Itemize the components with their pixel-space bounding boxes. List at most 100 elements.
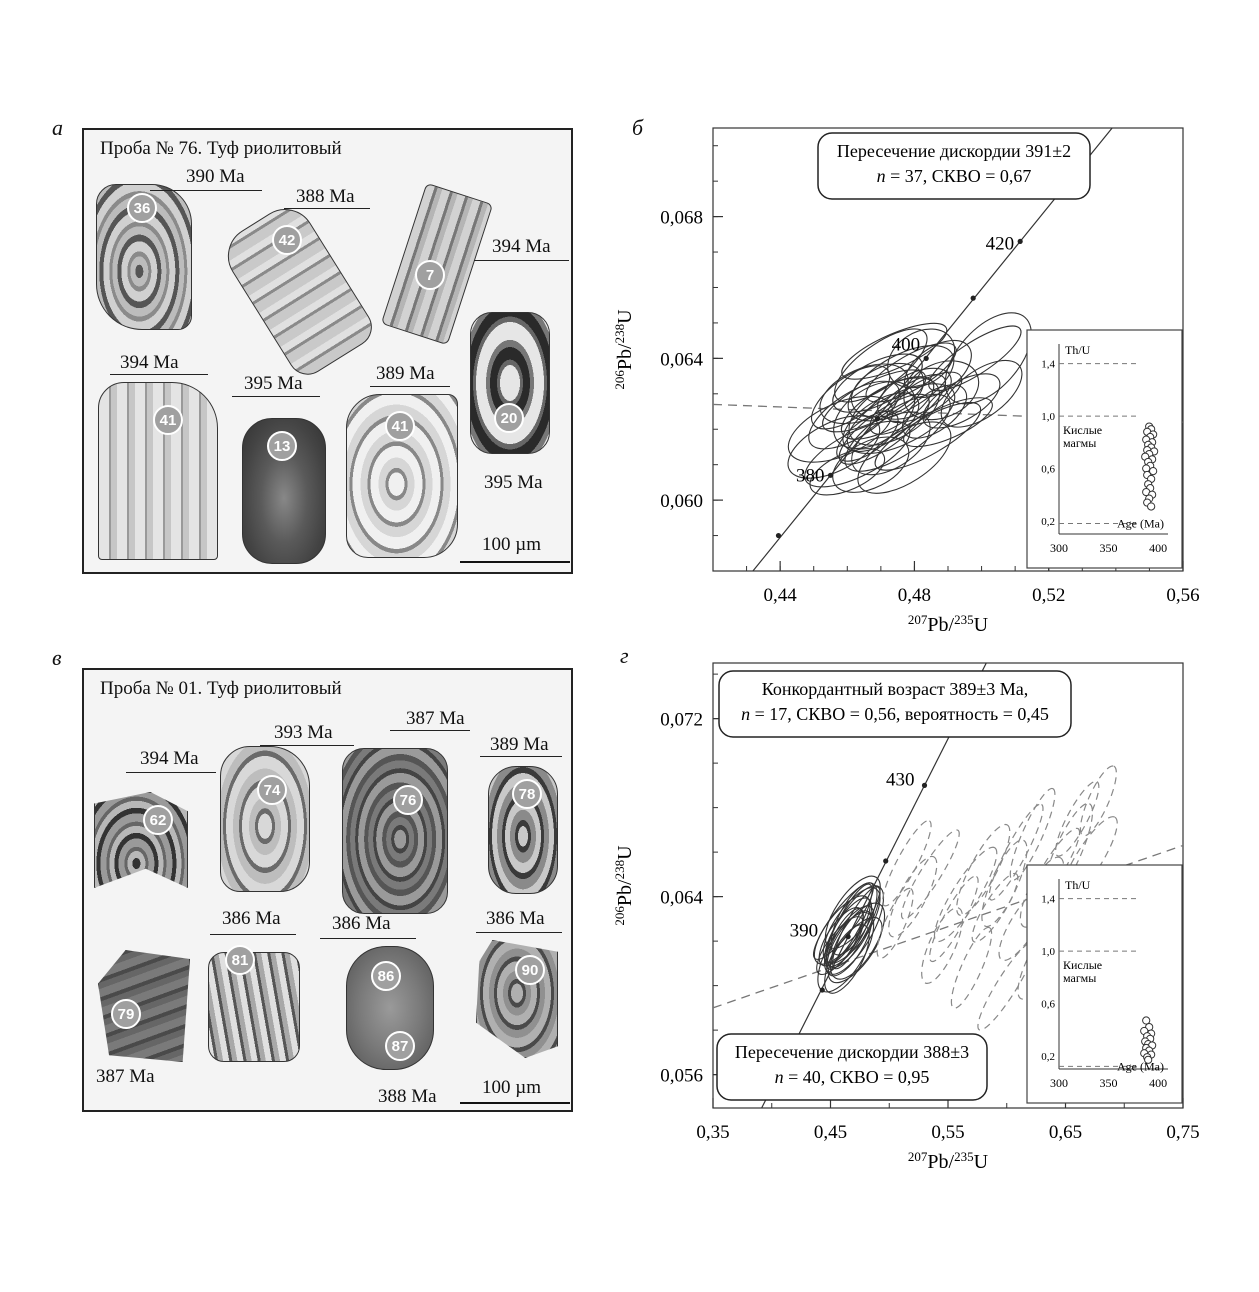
error-ellipse bbox=[950, 926, 993, 1009]
callout-box bbox=[718, 670, 1072, 738]
y-axis-label: 206Pb/238U bbox=[612, 845, 636, 926]
error-ellipse bbox=[922, 373, 1001, 429]
spot-number: 87 bbox=[385, 1031, 415, 1061]
error-ellipse bbox=[787, 395, 894, 463]
grain-age: 387 Ma bbox=[96, 1066, 155, 1087]
callout-discordia-d: Пересечение дискордии 388±3 n = 40, СКВО … bbox=[716, 1033, 988, 1101]
cl-image-panel-c: Проба № 01. Туф риолитовый 394 Ma 62 393… bbox=[82, 668, 573, 1112]
error-ellipse bbox=[840, 376, 935, 440]
spot-number: 7 bbox=[415, 260, 445, 290]
leader-line bbox=[126, 772, 216, 773]
callout-box bbox=[716, 1033, 988, 1101]
y-axis-label: 206Pb/238U bbox=[612, 309, 636, 390]
callout-line-1: Пересечение дискордии 388±3 bbox=[735, 1042, 969, 1062]
spot-number: 81 bbox=[225, 945, 255, 975]
concordia-age-label: 430 bbox=[886, 769, 915, 790]
grain-age: 395 Ma bbox=[484, 472, 543, 493]
error-ellipse bbox=[833, 381, 916, 449]
inset-data-point bbox=[1142, 1016, 1151, 1025]
inset-note: Кислые магмы bbox=[1063, 958, 1102, 985]
concordia-age-marker bbox=[819, 987, 825, 993]
leader-line bbox=[150, 190, 262, 191]
leader-line bbox=[232, 396, 320, 397]
inset-x-label: Age (Ma) bbox=[1117, 517, 1164, 531]
concordia-age-label: 420 bbox=[986, 233, 1015, 254]
concordia-age-marker bbox=[827, 472, 834, 478]
discordia-line bbox=[713, 844, 1183, 1009]
callout-line-2: n = 40, СКВО = 0,95 bbox=[775, 1067, 930, 1087]
panel-a-title: Проба № 76. Туф риолитовый bbox=[100, 138, 342, 159]
y-tick-label: 0,072 bbox=[660, 710, 703, 731]
leader-line bbox=[210, 934, 296, 935]
scale-bar-label: 100 µm bbox=[482, 1077, 541, 1098]
panel-letter-b: б bbox=[632, 115, 644, 140]
concordia-age-marker bbox=[1017, 238, 1023, 245]
panel-letter-a: а bbox=[52, 115, 63, 140]
inset-y-tick-label: 0,6 bbox=[1041, 998, 1055, 1010]
grain-age: 386 Ma bbox=[332, 913, 391, 934]
leader-line bbox=[284, 208, 370, 209]
error-ellipse bbox=[900, 829, 960, 920]
callout-concordant-d: Конкордантный возраст 389±3 Ma, n = 17, С… bbox=[718, 670, 1072, 738]
error-ellipse bbox=[971, 872, 1019, 943]
concordia-age-label: 380 bbox=[796, 465, 825, 486]
grain-age: 394 Ma bbox=[492, 236, 551, 257]
error-ellipse bbox=[824, 924, 870, 994]
error-ellipse bbox=[808, 380, 900, 450]
leader-line bbox=[260, 745, 354, 746]
inset-note: Кислые магмы bbox=[1063, 423, 1102, 450]
concordia-curve bbox=[752, 128, 1113, 571]
y-tick-label: 0,060 bbox=[660, 491, 703, 512]
spot-number: 76 bbox=[393, 785, 423, 815]
concordia-age-marker bbox=[775, 532, 782, 539]
spot-number: 41 bbox=[153, 405, 183, 435]
spot-number: 13 bbox=[267, 431, 297, 461]
error-ellipse bbox=[787, 415, 881, 479]
error-ellipse bbox=[1009, 787, 1056, 881]
panel-c-title: Проба № 01. Туф риолитовый bbox=[100, 678, 342, 699]
x-tick-label: 0,55 bbox=[931, 1122, 964, 1143]
inset-y-label: Th/U bbox=[1065, 343, 1091, 357]
error-ellipse bbox=[809, 448, 886, 496]
error-ellipse bbox=[1079, 765, 1117, 837]
inset-x-tick-label: 400 bbox=[1149, 1076, 1167, 1090]
y-tick-label: 0,064 bbox=[660, 888, 703, 909]
grain-age: 395 Ma bbox=[244, 373, 303, 394]
error-ellipse bbox=[876, 887, 914, 959]
grain-age: 388 Ma bbox=[378, 1086, 437, 1107]
x-tick-label: 0,56 bbox=[1166, 585, 1199, 606]
error-ellipse bbox=[804, 420, 911, 488]
callout-box bbox=[817, 132, 1091, 200]
x-axis-label: 207Pb/235U bbox=[908, 612, 989, 636]
leader-line bbox=[474, 260, 569, 261]
inset-data-point bbox=[1147, 502, 1156, 511]
inset-x-tick-label: 300 bbox=[1050, 541, 1068, 555]
scale-bar-label: 100 µm bbox=[482, 534, 541, 555]
callout-line-2: n = 17, СКВО = 0,56, вероятность = 0,45 bbox=[741, 704, 1049, 724]
error-ellipse bbox=[829, 902, 886, 980]
inset-y-tick-label: 0,6 bbox=[1041, 463, 1055, 475]
spot-number: 86 bbox=[371, 961, 401, 991]
concordia-age-marker bbox=[923, 355, 929, 361]
callout-line-1: Пересечение дискордии 391±2 bbox=[837, 141, 1071, 161]
inset-x-tick-label: 300 bbox=[1050, 1076, 1068, 1090]
leader-line bbox=[320, 938, 416, 939]
inset-x-tick-label: 400 bbox=[1149, 541, 1167, 555]
leader-line bbox=[110, 374, 208, 375]
panel-letter-c: в bbox=[52, 645, 62, 670]
concordia-age-marker bbox=[970, 295, 976, 301]
concordia-age-label: 400 bbox=[892, 334, 921, 355]
spot-number: 41 bbox=[385, 411, 415, 441]
inset-y-tick-label: 1,4 bbox=[1041, 359, 1055, 371]
callout-line-2: n = 37, СКВО = 0,67 bbox=[877, 166, 1032, 186]
spot-number: 42 bbox=[272, 225, 302, 255]
zircon-grain bbox=[96, 184, 192, 330]
error-ellipse bbox=[826, 910, 873, 977]
spot-number: 74 bbox=[257, 775, 287, 805]
y-tick-label: 0,064 bbox=[660, 349, 703, 370]
callout-line-1: Конкордантный возраст 389±3 Ma, bbox=[762, 679, 1029, 699]
error-ellipse bbox=[846, 383, 956, 454]
grain-age: 389 Ma bbox=[490, 734, 549, 755]
